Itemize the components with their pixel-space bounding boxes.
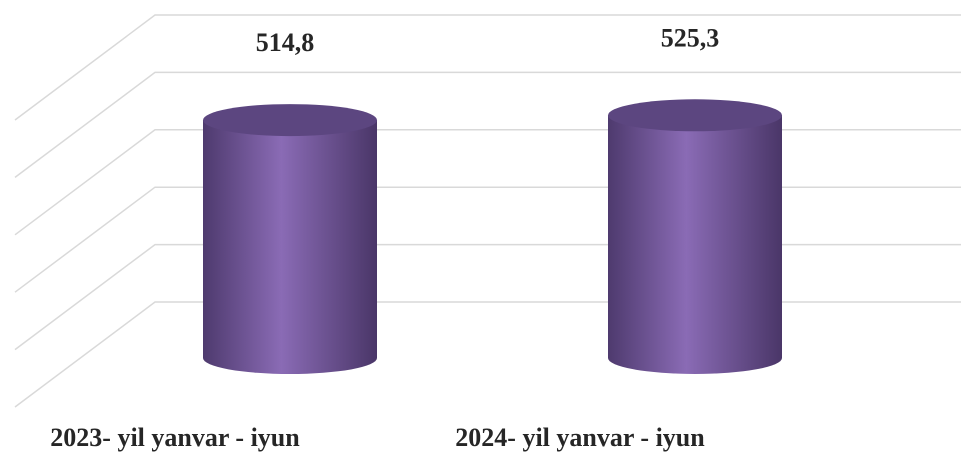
bar <box>203 120 377 374</box>
value-label: 514,8 <box>256 28 315 57</box>
grid-line <box>14 186 961 293</box>
grid-line <box>14 129 961 236</box>
grid-line <box>14 14 961 121</box>
bar-top <box>608 99 782 132</box>
grid-line <box>14 71 961 178</box>
grid-line <box>14 301 961 408</box>
value-label: 525,3 <box>661 23 720 52</box>
bar <box>608 115 782 374</box>
x-tick-label: 2023- yil yanvar - iyun <box>50 423 300 452</box>
grid-line <box>14 243 961 351</box>
x-tick-label: 2024- yil yanvar - iyun <box>455 423 705 452</box>
bar-top <box>203 104 377 137</box>
